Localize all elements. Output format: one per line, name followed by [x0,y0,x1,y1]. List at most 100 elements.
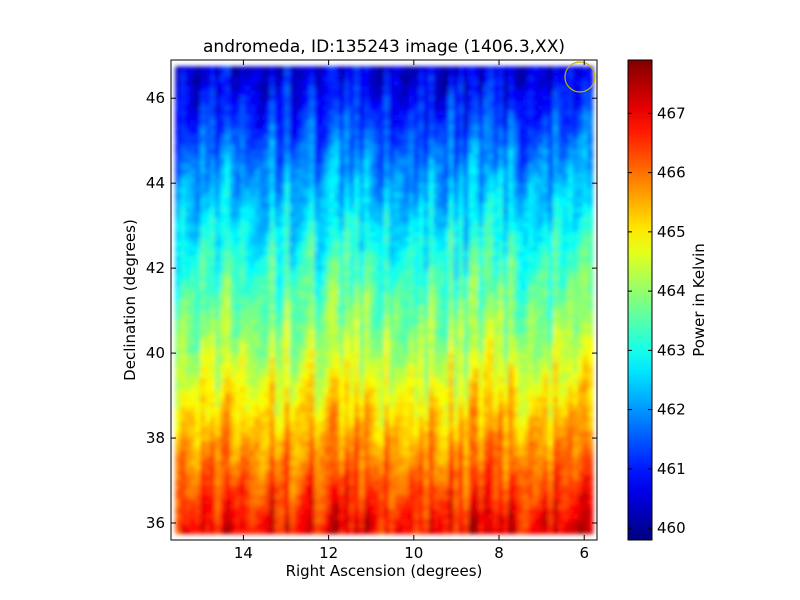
heatmap-cell [274,304,281,311]
heatmap-cell [587,212,594,218]
heatmap-cell [562,119,569,126]
heatmap-cell [254,217,261,223]
heatmap-cell [562,163,569,170]
heatmap-cell [408,158,415,165]
heatmap-cell [428,144,435,150]
heatmap-cell [572,329,579,335]
heatmap-cell [403,275,410,282]
heatmap-cell [403,124,410,131]
heatmap-cell [210,119,216,126]
heatmap-cell [582,95,589,102]
heatmap-cell [567,314,574,321]
heatmap-cell [493,207,499,213]
heatmap-cell [264,183,271,189]
heatmap-cell [239,149,246,155]
heatmap-cell [369,66,375,72]
heatmap-cell [423,66,430,72]
heatmap-cell [190,295,196,301]
heatmap-cell [259,231,266,238]
heatmap-cell [398,241,405,248]
heatmap-cell [567,348,574,355]
heatmap-cell [488,163,494,170]
heatmap-cell [548,124,554,131]
heatmap-cell [582,90,589,97]
heatmap-cell [215,348,221,355]
heatmap-cell [533,300,539,306]
heatmap-cell [374,275,380,282]
heatmap-cell [254,119,261,126]
heatmap-cell [538,241,544,248]
heatmap-cell [294,183,301,189]
heatmap-cell [398,153,405,160]
heatmap-cell [393,261,400,267]
heatmap-cell [498,197,504,204]
heatmap-cell [279,270,286,277]
heatmap-cell [190,236,196,243]
heatmap-cell [433,192,440,199]
heatmap-cell [339,334,345,340]
heatmap-cell [384,95,390,102]
heatmap-cell [324,119,330,126]
heatmap-cell [224,115,231,121]
heatmap-cell [398,309,405,316]
heatmap-cell [567,231,574,238]
heatmap-cell [234,197,241,204]
heatmap-cell [274,275,281,282]
heatmap-cell [562,295,569,301]
heatmap-cell [215,202,221,209]
heatmap-cell [518,280,524,286]
heatmap-cell [304,295,311,301]
heatmap-cell [249,334,256,340]
heatmap-cell [503,76,509,82]
heatmap-cell [513,149,519,155]
heatmap-cell [433,275,440,282]
heatmap-cell [548,110,554,116]
heatmap-cell [513,163,519,170]
heatmap-cell [274,231,281,238]
heatmap-cell [379,105,385,111]
heatmap-cell [274,139,281,145]
heatmap-cell [180,129,186,136]
heatmap-cell [364,192,370,199]
heatmap-cell [518,334,524,340]
heatmap-cell [443,134,450,140]
heatmap-cell [577,207,584,213]
heatmap-cell [448,275,455,282]
heatmap-cell [473,100,480,106]
heatmap-cell [483,115,489,121]
heatmap-cell [543,324,549,330]
heatmap-cell [577,319,584,325]
heatmap-cell [279,300,286,306]
heatmap-cell [438,290,445,296]
heatmap-cell [493,158,499,165]
heatmap-cell [264,134,271,140]
heatmap-cell [552,110,559,116]
heatmap-cell [503,334,509,340]
heatmap-cell [219,85,226,92]
heatmap-cell [254,124,261,131]
heatmap-cell [423,212,430,218]
heatmap-cell [473,105,480,111]
heatmap-cell [354,231,360,238]
heatmap-cell [254,304,261,311]
heatmap-cell [478,295,484,301]
heatmap-cell [244,300,251,306]
heatmap-cell [428,183,435,189]
heatmap-cell [453,110,460,116]
heatmap-cell [413,231,420,238]
heatmap-cell [364,226,370,233]
heatmap-cell [284,275,291,282]
heatmap-cell [339,226,345,233]
heatmap-cell [572,217,579,223]
heatmap-cell [548,314,554,321]
heatmap-cell [349,183,355,189]
heatmap-cell [324,231,330,238]
heatmap-cell [379,183,385,189]
heatmap-cell [483,188,489,194]
heatmap-cell [304,270,311,277]
heatmap-cell [443,226,450,233]
heatmap-cell [423,329,430,335]
heatmap-cell [234,188,241,194]
heatmap-cell [259,319,266,325]
heatmap-cell [543,343,549,350]
